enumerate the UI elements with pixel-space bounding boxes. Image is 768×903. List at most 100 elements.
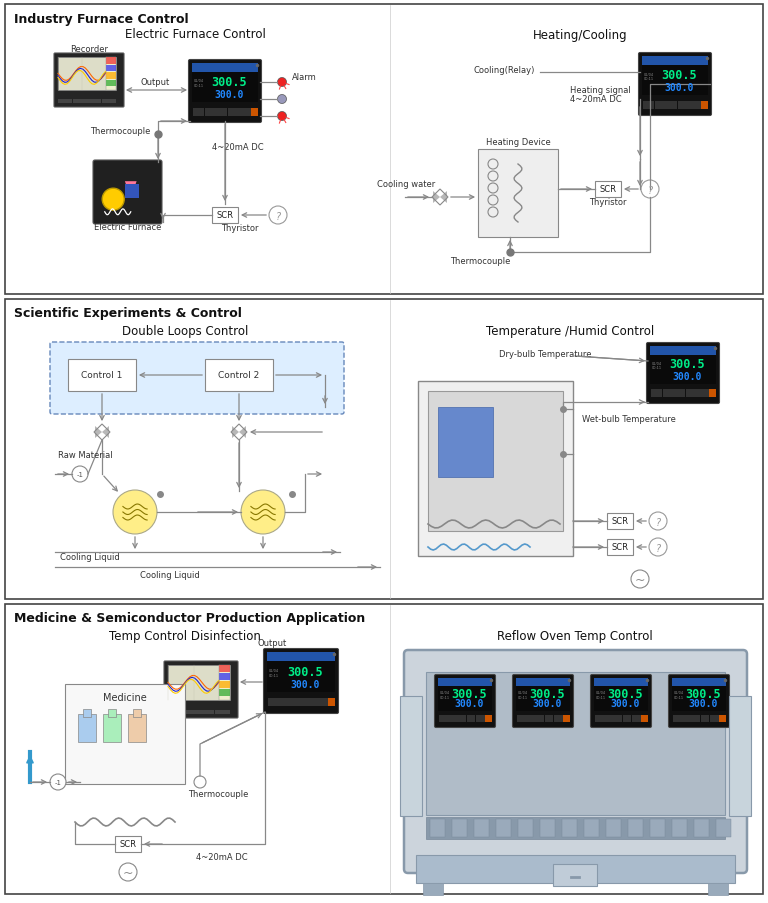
Bar (68, 359, 136, 392)
Bar (641, 715, 648, 721)
Bar (5, 300, 763, 600)
Polygon shape (440, 191, 447, 204)
Bar (438, 678, 492, 685)
Bar (452, 819, 467, 837)
Bar (428, 392, 563, 531)
Text: Thyristor: Thyristor (589, 198, 627, 207)
Polygon shape (433, 191, 440, 204)
Bar (106, 58, 116, 64)
Bar (594, 685, 648, 711)
Text: Medicine: Medicine (103, 693, 147, 703)
Bar (426, 817, 725, 839)
Text: Heating Device: Heating Device (485, 138, 551, 147)
Text: 300.0: 300.0 (455, 699, 484, 709)
Text: Electric Furnace Control: Electric Furnace Control (124, 29, 266, 42)
Bar (439, 715, 448, 721)
Bar (430, 819, 445, 837)
Bar (228, 108, 239, 116)
Bar (458, 715, 466, 721)
Bar (650, 355, 716, 385)
Bar (316, 699, 327, 707)
Text: SCR: SCR (217, 211, 233, 220)
Text: ?: ? (276, 212, 280, 222)
Bar (168, 666, 230, 700)
Text: Output: Output (257, 638, 286, 647)
Text: 4~20mA DC: 4~20mA DC (212, 143, 264, 152)
Text: Wet-bulb Temperature: Wet-bulb Temperature (582, 414, 676, 424)
Text: 01/04
00:11: 01/04 00:11 (644, 72, 654, 81)
Bar (540, 819, 555, 837)
Bar (87, 100, 101, 104)
Bar (607, 539, 633, 555)
Bar (650, 347, 716, 355)
Bar (562, 819, 577, 837)
Bar (423, 883, 443, 895)
Text: 300.0: 300.0 (672, 371, 702, 381)
Text: Cooling(Relay): Cooling(Relay) (474, 66, 535, 75)
Bar (708, 883, 728, 895)
Bar (115, 836, 141, 852)
Bar (650, 819, 665, 837)
Bar (267, 652, 335, 662)
Text: -1: -1 (55, 779, 61, 785)
Bar (642, 57, 708, 66)
Bar (672, 678, 726, 685)
Text: 01/04
00:11: 01/04 00:11 (269, 668, 279, 677)
Bar (595, 182, 621, 198)
Circle shape (50, 774, 66, 790)
Bar (205, 359, 273, 392)
Bar (328, 699, 335, 707)
Text: 300.0: 300.0 (214, 89, 243, 99)
Bar (106, 58, 116, 90)
Bar (292, 699, 303, 707)
Circle shape (72, 467, 88, 482)
Text: 300.5: 300.5 (607, 687, 643, 700)
Bar (628, 819, 643, 837)
Text: ?: ? (655, 517, 660, 527)
Bar (212, 208, 238, 224)
Bar (220, 674, 230, 680)
Bar (553, 864, 597, 886)
FancyBboxPatch shape (50, 342, 344, 414)
Bar (58, 100, 72, 104)
Bar (478, 150, 558, 237)
Bar (545, 715, 553, 721)
Text: Heating/Cooling: Heating/Cooling (533, 29, 627, 42)
Circle shape (277, 96, 286, 105)
Bar (642, 66, 708, 96)
Text: SCR: SCR (120, 840, 137, 849)
Text: Thermocouple: Thermocouple (90, 127, 151, 136)
Bar (192, 73, 258, 103)
Text: Output: Output (141, 78, 170, 87)
Bar (193, 108, 204, 116)
Text: 300.5: 300.5 (661, 69, 697, 82)
Bar (682, 715, 691, 721)
Bar (240, 108, 250, 116)
Bar (517, 715, 526, 721)
Text: 300.5: 300.5 (211, 76, 247, 89)
Bar (632, 715, 641, 721)
Polygon shape (125, 182, 137, 199)
Circle shape (102, 189, 124, 211)
Bar (710, 715, 719, 721)
Bar (416, 855, 735, 883)
Text: Dry-bulb Temperature: Dry-bulb Temperature (498, 349, 591, 358)
Bar (709, 390, 716, 397)
Bar (72, 100, 87, 104)
Bar (686, 390, 697, 397)
Text: 01/04
00:11: 01/04 00:11 (652, 361, 662, 370)
Text: Temp Control Disinfection: Temp Control Disinfection (109, 629, 261, 643)
Bar (694, 819, 709, 837)
Bar (106, 73, 116, 79)
Bar (199, 711, 214, 714)
Text: Alarm: Alarm (292, 72, 316, 81)
Text: Cooling water: Cooling water (377, 180, 435, 189)
Bar (133, 709, 141, 717)
Text: Thermocouple: Thermocouple (450, 256, 510, 265)
Bar (654, 102, 666, 109)
Bar (268, 699, 280, 707)
Text: Scientific Experiments & Control: Scientific Experiments & Control (14, 307, 242, 321)
Text: 300.0: 300.0 (688, 699, 717, 709)
FancyBboxPatch shape (188, 61, 261, 124)
Text: ?: ? (647, 186, 653, 196)
